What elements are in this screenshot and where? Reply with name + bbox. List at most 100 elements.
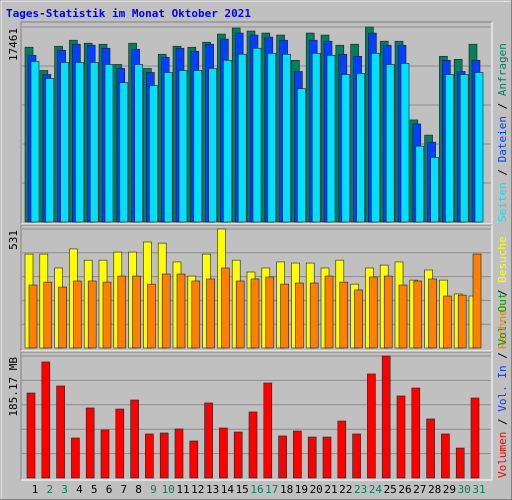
bar: [293, 430, 302, 479]
bar: [104, 64, 114, 223]
bar: [381, 355, 391, 479]
bar: [415, 145, 425, 223]
bar: [161, 273, 171, 349]
bar: [100, 429, 110, 479]
bar: [147, 283, 156, 349]
bar: [87, 280, 97, 349]
panel-edge-dark: [20, 21, 492, 224]
bar: [73, 280, 82, 349]
x-tick-label: 4: [76, 483, 83, 496]
panel-edge-dark: [20, 224, 492, 351]
bar: [385, 64, 395, 223]
legend-entry: Rechner: [496, 302, 509, 349]
bar: [204, 402, 213, 479]
bar: [145, 433, 154, 479]
bar: [178, 70, 188, 223]
x-tick-label: 1: [32, 483, 39, 496]
x-tick-label: 18: [280, 483, 293, 496]
bar: [132, 275, 141, 349]
bar: [60, 62, 69, 223]
x-tick-label: 9: [150, 483, 157, 496]
x-tick-label: 16: [250, 483, 263, 496]
bar: [354, 289, 363, 349]
bar: [71, 437, 80, 479]
bar: [339, 281, 349, 349]
bar: [252, 47, 262, 223]
bar: [41, 361, 51, 479]
bar: [206, 278, 215, 349]
bar: [383, 275, 393, 349]
bar: [356, 73, 365, 223]
x-tick-label: 22: [339, 483, 352, 496]
bar: [426, 418, 435, 479]
legend-separator: /: [496, 412, 509, 432]
legend-entry: Volumen: [496, 432, 509, 478]
bar: [322, 436, 332, 479]
bar: [400, 63, 410, 223]
bar: [248, 411, 258, 479]
legend-separator: /: [496, 162, 509, 182]
bar: [174, 428, 184, 479]
panel-edge-dark: [20, 351, 492, 480]
legend-separator: /: [496, 283, 509, 303]
legend-entry: Seiten: [496, 182, 509, 222]
bar: [474, 72, 484, 223]
x-tick-label: 11: [176, 483, 189, 496]
legend: Rechner / Besuche: [496, 236, 509, 349]
y-tick-label: 185.17 MB: [7, 357, 20, 417]
bar: [102, 281, 112, 349]
bar: [250, 278, 260, 349]
x-tick-label: 17: [265, 483, 278, 496]
bar: [163, 72, 173, 223]
bar: [398, 284, 408, 349]
bar: [237, 53, 247, 223]
bar: [267, 52, 277, 223]
bar: [45, 78, 55, 223]
bar: [233, 431, 243, 479]
legend-entry: Vol. In: [496, 365, 509, 411]
panel-edge-light: [21, 22, 493, 225]
bar: [457, 294, 467, 349]
x-tick-label: 10: [162, 483, 175, 496]
bar: [280, 283, 289, 349]
bar: [352, 433, 361, 479]
bar: [159, 432, 169, 479]
x-tick-label: 3: [61, 483, 68, 496]
bar: [369, 276, 378, 349]
x-tick-label: 24: [369, 483, 383, 496]
bar: [428, 278, 437, 349]
bar: [445, 74, 454, 223]
bar: [263, 382, 273, 479]
bar: [130, 399, 139, 479]
bar: [430, 157, 439, 223]
x-tick-label: 31: [472, 483, 485, 496]
bar: [371, 52, 380, 223]
bar: [221, 267, 230, 349]
bar: [115, 408, 125, 479]
bar: [396, 395, 406, 479]
y-tick-label: 531: [7, 230, 20, 250]
bar: [472, 253, 482, 349]
x-tick-label: 8: [135, 483, 142, 496]
x-tick-label: 15: [236, 483, 249, 496]
bar: [278, 435, 287, 479]
legend-entry: Besuche: [496, 236, 509, 282]
bar: [56, 385, 65, 479]
bar: [26, 392, 36, 479]
bar: [443, 295, 452, 349]
bar: [193, 70, 203, 223]
bar: [295, 282, 304, 349]
x-tick-label: 13: [206, 483, 219, 496]
x-tick-label: 7: [120, 483, 127, 496]
bar: [341, 74, 351, 223]
bar: [30, 61, 40, 223]
x-tick-label: 30: [458, 483, 471, 496]
x-tick-label: 5: [91, 483, 98, 496]
bar: [459, 74, 469, 223]
legend: Seiten / Dateien / Anfragen: [496, 43, 509, 222]
legend-separator: /: [496, 96, 509, 116]
x-tick-label: 12: [191, 483, 204, 496]
x-tick-label: 23: [354, 483, 367, 496]
bar: [89, 62, 99, 223]
